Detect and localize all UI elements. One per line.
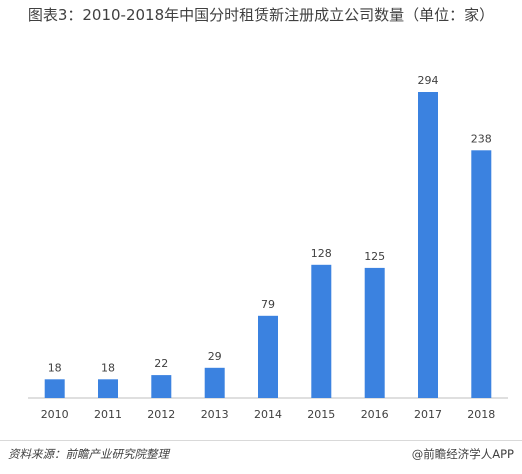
x-tick-label-2012: 2012	[147, 408, 175, 421]
x-tick-label-2010: 2010	[41, 408, 69, 421]
data-label-2015: 128	[311, 247, 332, 260]
data-label-2013: 29	[208, 350, 222, 363]
data-label-2018: 238	[471, 132, 492, 145]
x-tick-label-2011: 2011	[94, 408, 122, 421]
source-note: 资料来源：前瞻产业研究院整理	[8, 447, 169, 461]
bar-chart: 18 2010 18 2011 22 2012 29 2013 79 2014 128 2015 125…	[28, 74, 508, 421]
x-tick-label-2013: 2013	[201, 408, 229, 421]
bar-2010	[44, 379, 65, 398]
x-tick-label-2014: 2014	[254, 408, 282, 421]
bar-2018	[471, 150, 492, 398]
bar-2017	[418, 92, 438, 398]
data-label-2016: 125	[364, 250, 385, 263]
data-label-2010: 18	[48, 361, 62, 374]
bar-2014	[258, 315, 278, 398]
data-label-2011: 18	[101, 361, 115, 374]
bar-2011	[98, 379, 118, 398]
x-tick-label-2016: 2016	[361, 408, 389, 421]
footer-divider	[0, 440, 522, 441]
bar-2012	[151, 375, 172, 398]
bar-2013	[204, 367, 225, 398]
x-tick-label-2018: 2018	[467, 408, 495, 421]
chart-title: 图表3：2010-2018年中国分时租赁新注册成立公司数量（单位：家）	[27, 6, 495, 24]
data-label-2017: 294	[418, 74, 439, 87]
x-tick-label-2015: 2015	[307, 408, 335, 421]
x-tick-label-2017: 2017	[414, 408, 442, 421]
bar-2015	[311, 264, 332, 398]
data-label-2014: 79	[261, 298, 275, 311]
data-label-2012: 22	[154, 357, 168, 370]
bar-2016	[364, 267, 385, 398]
brand-credit: @前瞻经济学人APP	[411, 447, 514, 461]
